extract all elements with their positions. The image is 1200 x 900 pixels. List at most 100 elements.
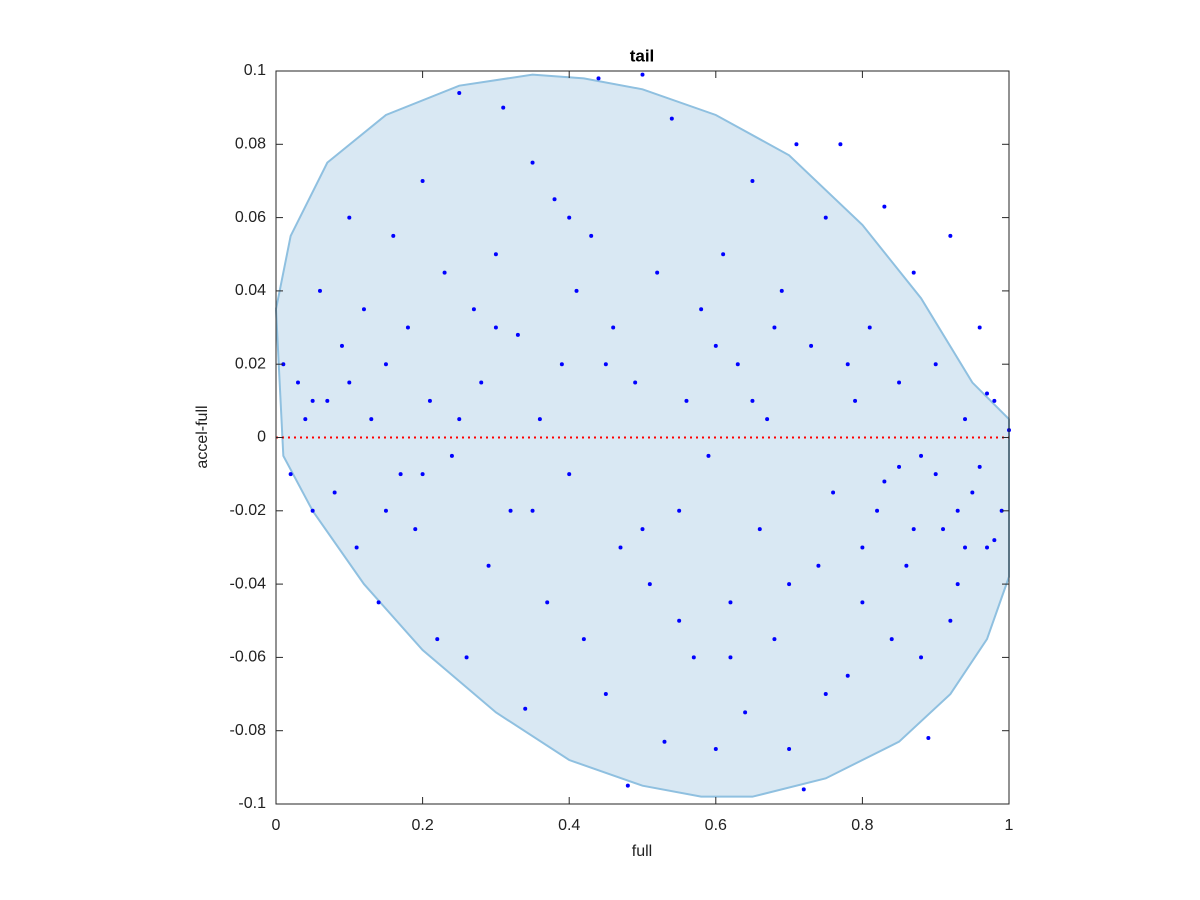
point [369,417,374,422]
point [721,252,726,257]
region [275,73,1010,798]
point [728,600,733,605]
point [317,288,322,293]
point [977,325,982,330]
point [361,307,366,312]
point [750,398,755,403]
point [985,545,990,550]
point [823,692,828,697]
point [882,204,887,209]
point [325,398,330,403]
point [310,398,315,403]
point [530,160,535,165]
point [449,453,454,458]
point [970,490,975,495]
point [427,398,432,403]
point [684,398,689,403]
point [383,362,388,367]
point [823,215,828,220]
point [787,582,792,587]
point [640,72,645,77]
point [655,270,660,275]
point [339,343,344,348]
point [845,362,850,367]
point [860,545,865,550]
point [523,706,528,711]
point [457,90,462,95]
point [567,215,572,220]
point [999,508,1004,513]
point [809,343,814,348]
point [493,252,498,257]
point [332,490,337,495]
point [853,398,858,403]
point [897,464,902,469]
point [442,270,447,275]
point [948,233,953,238]
point [537,417,542,422]
point [625,783,630,788]
y-tick-label: -0.1 [238,795,266,812]
point [875,508,880,513]
point [955,508,960,513]
point [816,563,821,568]
point [281,362,286,367]
point [948,618,953,623]
y-tick-label: -0.06 [230,649,267,666]
point [801,787,806,792]
point [589,233,594,238]
point [713,747,718,752]
point [677,508,682,513]
point [354,545,359,550]
point [413,527,418,532]
point [963,417,968,422]
point [831,490,836,495]
x-tick-label: 0.8 [851,817,873,834]
point [303,417,308,422]
point [398,472,403,477]
point [992,398,997,403]
point [904,563,909,568]
point [669,116,674,121]
point [567,472,572,477]
point [603,692,608,697]
point [735,362,740,367]
point [479,380,484,385]
point [838,142,843,147]
point [647,582,652,587]
point [471,307,476,312]
point [391,233,396,238]
point [794,142,799,147]
point [574,288,579,293]
point [743,710,748,715]
point [493,325,498,330]
x-tick-label: 1 [1005,817,1014,834]
y-tick-label: 0.04 [235,282,266,299]
point [860,600,865,605]
x-axis-label: full [632,843,652,860]
y-tick-label: -0.02 [230,502,267,519]
y-axis-label: accel-full [194,405,211,468]
point [383,508,388,513]
point [882,479,887,484]
point [457,417,462,422]
point [919,655,924,660]
point [288,472,293,477]
point [919,453,924,458]
point [603,362,608,367]
point [295,380,300,385]
point [897,380,902,385]
x-tick-label: 0.2 [411,817,433,834]
point [662,739,667,744]
point [435,637,440,642]
x-tick-label: 0 [272,817,281,834]
point [963,545,968,550]
point [464,655,469,660]
point [765,417,770,422]
point [772,637,777,642]
point [611,325,616,330]
point [633,380,638,385]
point [992,538,997,543]
x-tick-label: 0.6 [705,817,727,834]
